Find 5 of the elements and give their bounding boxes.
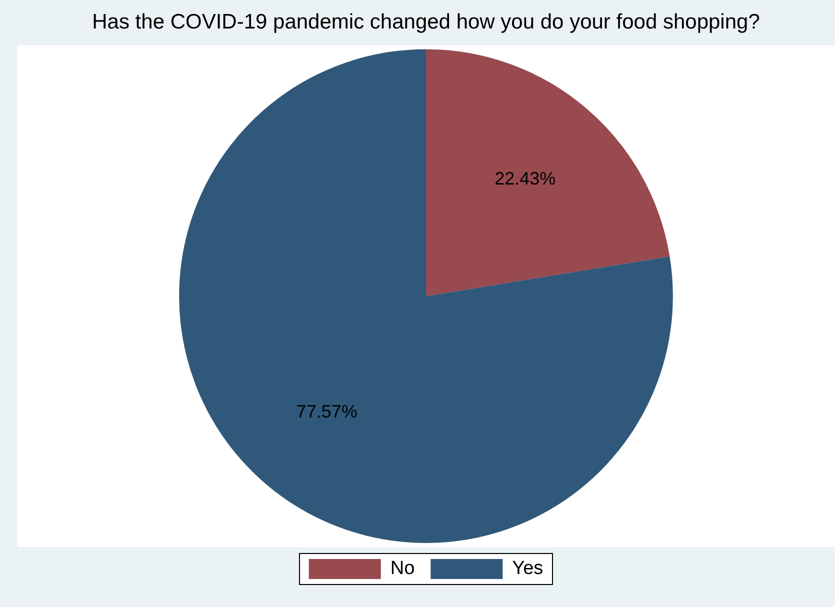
data-label: 22.43% (494, 168, 556, 188)
legend-label: Yes (512, 558, 544, 580)
legend-label: No (390, 558, 415, 580)
data-label: 77.57% (296, 402, 358, 422)
chart-title: Has the COVID-19 pandemic changed how you do your food shopping? (92, 10, 760, 34)
